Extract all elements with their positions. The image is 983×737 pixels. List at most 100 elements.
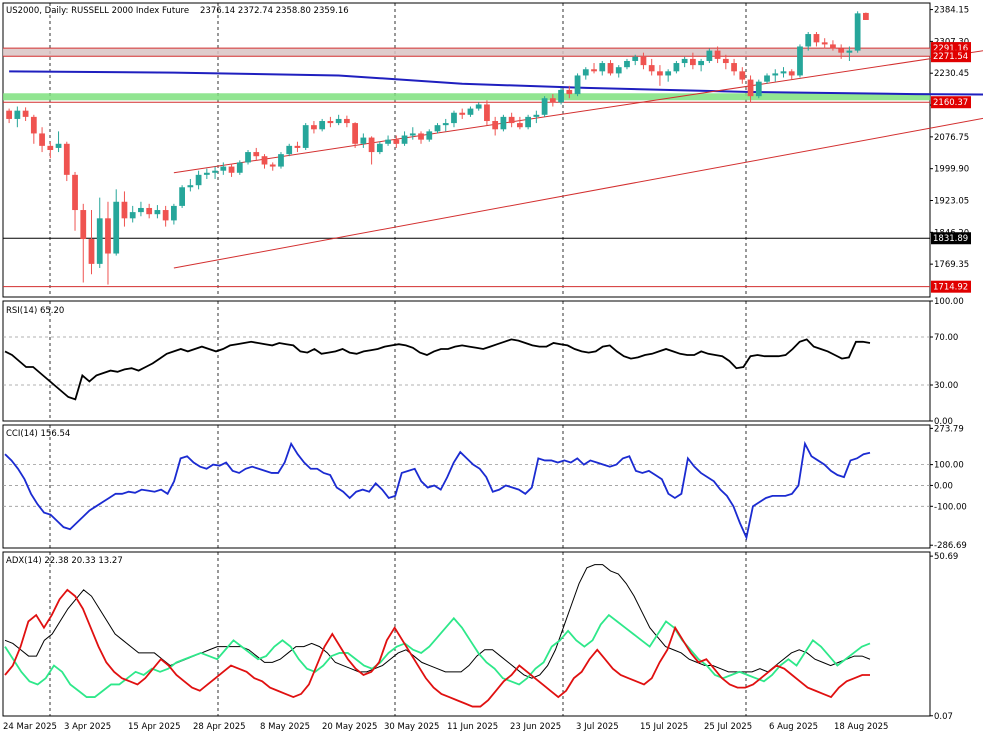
candle <box>591 63 597 74</box>
candle-body <box>838 48 845 53</box>
candle <box>566 85 573 99</box>
candle <box>434 123 441 134</box>
candle-body <box>657 71 663 76</box>
cci-axis-label: 273.79 <box>934 424 964 434</box>
candle <box>327 116 334 128</box>
candle-body <box>459 112 466 115</box>
price-axis-label: 2230.45 <box>934 69 969 79</box>
candle <box>731 58 737 76</box>
panel-frame-cci <box>2 424 931 549</box>
candle <box>747 75 754 103</box>
candle-body <box>788 71 795 76</box>
candle-body <box>714 50 721 59</box>
candle <box>830 40 836 51</box>
adx-label: ADX(14) 22.38 20.33 13.27 <box>6 556 123 566</box>
candle <box>138 201 144 217</box>
candle-body <box>599 63 606 72</box>
candle <box>14 106 21 128</box>
candle <box>335 114 342 126</box>
candle <box>55 131 62 153</box>
candle-body <box>129 212 136 219</box>
candle-body <box>862 12 869 20</box>
adx-axis-label: 0.07 <box>934 712 953 722</box>
candle-body <box>755 81 762 97</box>
candle-body <box>500 116 507 130</box>
candle <box>376 141 383 155</box>
candle <box>640 52 647 70</box>
candle-body <box>39 133 45 146</box>
price-tag-label: 1831.89 <box>933 234 968 244</box>
candle-body <box>360 137 367 144</box>
cci-axis-label: -100.00 <box>934 502 967 512</box>
panel-frame-rsi <box>2 300 931 422</box>
candle <box>582 67 589 80</box>
candle <box>492 116 499 136</box>
candle <box>105 201 111 285</box>
candle <box>187 178 194 192</box>
price-axis-label: 1769.35 <box>934 260 969 270</box>
price-tag-label: 1714.92 <box>933 283 968 293</box>
candle <box>212 166 218 179</box>
candle <box>88 210 95 275</box>
candle <box>451 110 457 128</box>
candle <box>772 69 779 82</box>
candle-body <box>401 135 408 144</box>
candle-body <box>393 139 400 144</box>
ohlc-readout: 2376.14 2372.74 2358.80 2359.16 <box>200 6 349 16</box>
price-tag <box>931 50 971 63</box>
x-tick-label: 25 Jul 2025 <box>704 722 752 732</box>
candle <box>714 46 721 64</box>
candle-body <box>162 210 169 221</box>
candle <box>665 69 672 82</box>
candle <box>722 54 729 70</box>
candle <box>780 67 787 78</box>
candle-body <box>105 218 111 254</box>
candle-body <box>689 58 696 66</box>
candle <box>121 191 128 227</box>
candle-body <box>88 239 95 264</box>
candle <box>385 135 391 146</box>
candle <box>319 118 326 132</box>
candle-body <box>484 104 490 122</box>
x-tick-label: 6 Aug 2025 <box>769 722 818 732</box>
candle <box>615 65 622 78</box>
candle-body <box>47 145 54 150</box>
candle <box>797 44 803 78</box>
adx-series-line <box>4 588 870 708</box>
candle <box>755 79 762 99</box>
candle-body <box>253 152 260 157</box>
candle <box>253 147 260 161</box>
candle-body <box>533 114 540 117</box>
candle <box>788 69 795 80</box>
price-panel[interactable] <box>3 0 983 288</box>
candle-body <box>236 162 243 173</box>
rsi-panel[interactable] <box>3 336 930 401</box>
cci-panel[interactable] <box>3 440 930 541</box>
candle <box>533 110 540 124</box>
candle-body <box>179 187 186 206</box>
candle-body <box>138 207 144 213</box>
rsi-axis-label: 0.00 <box>934 417 953 427</box>
candle <box>245 150 251 165</box>
candle <box>220 162 227 175</box>
candle <box>269 162 276 171</box>
candle-body <box>582 69 589 76</box>
x-tick-label: 3 Apr 2025 <box>64 722 111 732</box>
candle-body <box>525 116 532 128</box>
adx-panel[interactable] <box>4 564 871 708</box>
candle-body <box>80 210 87 240</box>
candle <box>236 160 243 175</box>
candle-body <box>607 63 614 74</box>
price-tag-label: 2291.16 <box>933 44 968 54</box>
candle <box>698 58 705 72</box>
candle <box>261 154 268 169</box>
candle-body <box>327 121 334 124</box>
adx-series-line <box>4 613 871 698</box>
price-axis-label: 1923.05 <box>934 196 969 206</box>
candle <box>574 73 581 97</box>
candle <box>846 46 853 61</box>
candle-body <box>442 123 449 126</box>
candle-body <box>558 89 564 103</box>
candle <box>146 203 153 219</box>
candle <box>475 102 482 111</box>
